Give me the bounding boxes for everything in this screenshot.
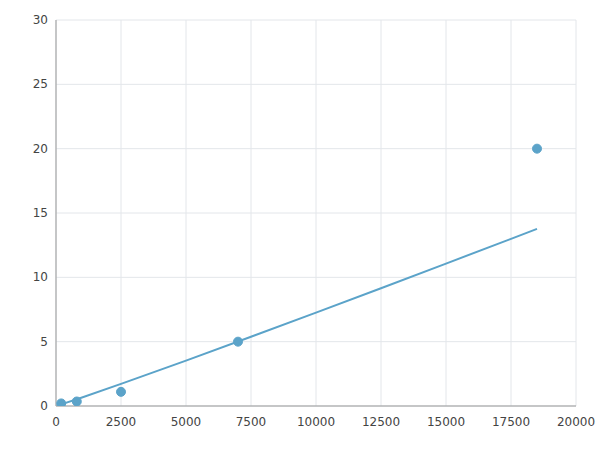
scatter-point <box>57 399 66 406</box>
y-axis-line <box>56 20 57 406</box>
x-tick-label: 0 <box>52 415 60 429</box>
scatter-point <box>234 337 243 346</box>
scatter-point <box>117 387 126 396</box>
y-tick-label: 25 <box>33 77 48 91</box>
scatter-point <box>72 397 81 406</box>
fit-line <box>61 229 537 405</box>
y-grid-line <box>56 341 576 342</box>
x-tick-label: 12500 <box>362 415 400 429</box>
x-tick-label: 17500 <box>492 415 530 429</box>
plot-area <box>57 144 542 406</box>
y-tick-label: 20 <box>33 142 48 156</box>
x-tick-label: 15000 <box>427 415 465 429</box>
y-tick-label: 10 <box>33 270 48 284</box>
y-grid-line <box>56 84 576 85</box>
x-tick-label: 20000 <box>557 415 595 429</box>
y-grid-line <box>56 148 576 149</box>
y-grid-line <box>56 20 576 21</box>
y-tick-label: 5 <box>40 335 48 349</box>
y-tick-label: 15 <box>33 206 48 220</box>
x-grid-line <box>56 20 57 406</box>
scatter-point <box>533 144 542 153</box>
y-grid-line <box>56 213 576 214</box>
axes: 0 2500 5000 7500 10000 12500 15000 17500 20000 0 5… <box>33 13 595 429</box>
y-grid-line <box>56 277 576 278</box>
grid <box>56 20 576 406</box>
y-tick-label: 0 <box>40 399 48 413</box>
x-tick-label: 2500 <box>106 415 137 429</box>
y-grid-line <box>56 406 576 407</box>
chart: 0 2500 5000 7500 10000 12500 15000 17500 20000 0 5… <box>0 0 600 450</box>
x-tick-label: 5000 <box>171 415 202 429</box>
x-axis-line <box>56 406 576 407</box>
x-tick-label: 10000 <box>297 415 335 429</box>
y-tick-label: 30 <box>33 13 48 27</box>
x-tick-label: 7500 <box>236 415 267 429</box>
